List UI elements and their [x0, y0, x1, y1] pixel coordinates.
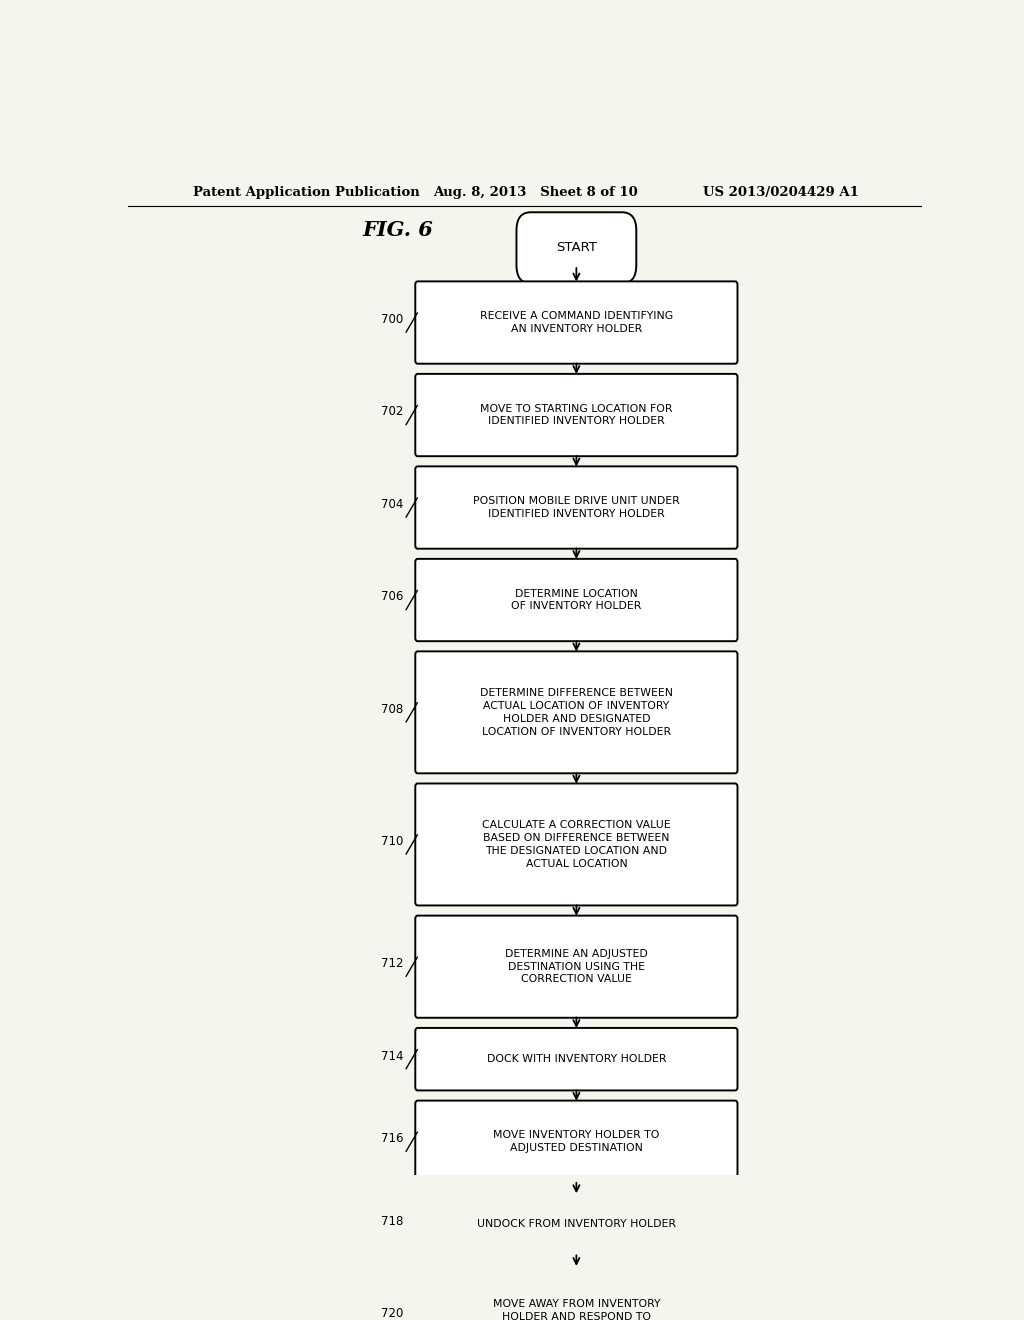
Text: DETERMINE AN ADJUSTED
DESTINATION USING THE
CORRECTION VALUE: DETERMINE AN ADJUSTED DESTINATION USING …	[505, 949, 648, 985]
Text: 718: 718	[381, 1214, 403, 1228]
FancyBboxPatch shape	[416, 916, 737, 1018]
Text: 716: 716	[381, 1133, 403, 1146]
FancyBboxPatch shape	[416, 466, 737, 549]
FancyBboxPatch shape	[416, 558, 737, 642]
Text: 704: 704	[381, 498, 403, 511]
Text: Patent Application Publication: Patent Application Publication	[194, 186, 420, 199]
FancyBboxPatch shape	[416, 1266, 737, 1320]
Text: MOVE TO STARTING LOCATION FOR
IDENTIFIED INVENTORY HOLDER: MOVE TO STARTING LOCATION FOR IDENTIFIED…	[480, 404, 673, 426]
Text: RECEIVE A COMMAND IDENTIFYING
AN INVENTORY HOLDER: RECEIVE A COMMAND IDENTIFYING AN INVENTO…	[480, 312, 673, 334]
FancyBboxPatch shape	[416, 651, 737, 774]
Text: 710: 710	[381, 836, 403, 847]
Text: CALCULATE A CORRECTION VALUE
BASED ON DIFFERENCE BETWEEN
THE DESIGNATED LOCATION: CALCULATE A CORRECTION VALUE BASED ON DI…	[482, 820, 671, 869]
Text: FIG. 6: FIG. 6	[362, 219, 433, 239]
FancyBboxPatch shape	[416, 1193, 737, 1255]
Text: MOVE INVENTORY HOLDER TO
ADJUSTED DESTINATION: MOVE INVENTORY HOLDER TO ADJUSTED DESTIN…	[494, 1130, 659, 1154]
Text: START: START	[556, 242, 597, 255]
Text: POSITION MOBILE DRIVE UNIT UNDER
IDENTIFIED INVENTORY HOLDER: POSITION MOBILE DRIVE UNIT UNDER IDENTIF…	[473, 496, 680, 519]
Text: DOCK WITH INVENTORY HOLDER: DOCK WITH INVENTORY HOLDER	[486, 1055, 667, 1064]
Text: Aug. 8, 2013   Sheet 8 of 10: Aug. 8, 2013 Sheet 8 of 10	[433, 186, 638, 199]
FancyBboxPatch shape	[416, 784, 737, 906]
Text: 720: 720	[381, 1307, 403, 1320]
Text: 708: 708	[381, 702, 403, 715]
Text: DETERMINE LOCATION
OF INVENTORY HOLDER: DETERMINE LOCATION OF INVENTORY HOLDER	[511, 589, 642, 611]
Text: DETERMINE DIFFERENCE BETWEEN
ACTUAL LOCATION OF INVENTORY
HOLDER AND DESIGNATED
: DETERMINE DIFFERENCE BETWEEN ACTUAL LOCA…	[480, 688, 673, 737]
Text: US 2013/0204429 A1: US 2013/0204429 A1	[703, 186, 859, 199]
FancyBboxPatch shape	[416, 281, 737, 364]
Text: UNDOCK FROM INVENTORY HOLDER: UNDOCK FROM INVENTORY HOLDER	[477, 1220, 676, 1229]
Text: 700: 700	[381, 313, 403, 326]
FancyBboxPatch shape	[416, 1101, 737, 1183]
Text: 706: 706	[381, 590, 403, 603]
FancyBboxPatch shape	[416, 374, 737, 457]
Text: 712: 712	[381, 957, 403, 970]
FancyBboxPatch shape	[516, 213, 636, 284]
Text: MOVE AWAY FROM INVENTORY
HOLDER AND RESPOND TO
OTHER COMMANDS: MOVE AWAY FROM INVENTORY HOLDER AND RESP…	[493, 1299, 660, 1320]
Text: 702: 702	[381, 405, 403, 418]
FancyBboxPatch shape	[416, 1028, 737, 1090]
Text: 714: 714	[381, 1049, 403, 1063]
